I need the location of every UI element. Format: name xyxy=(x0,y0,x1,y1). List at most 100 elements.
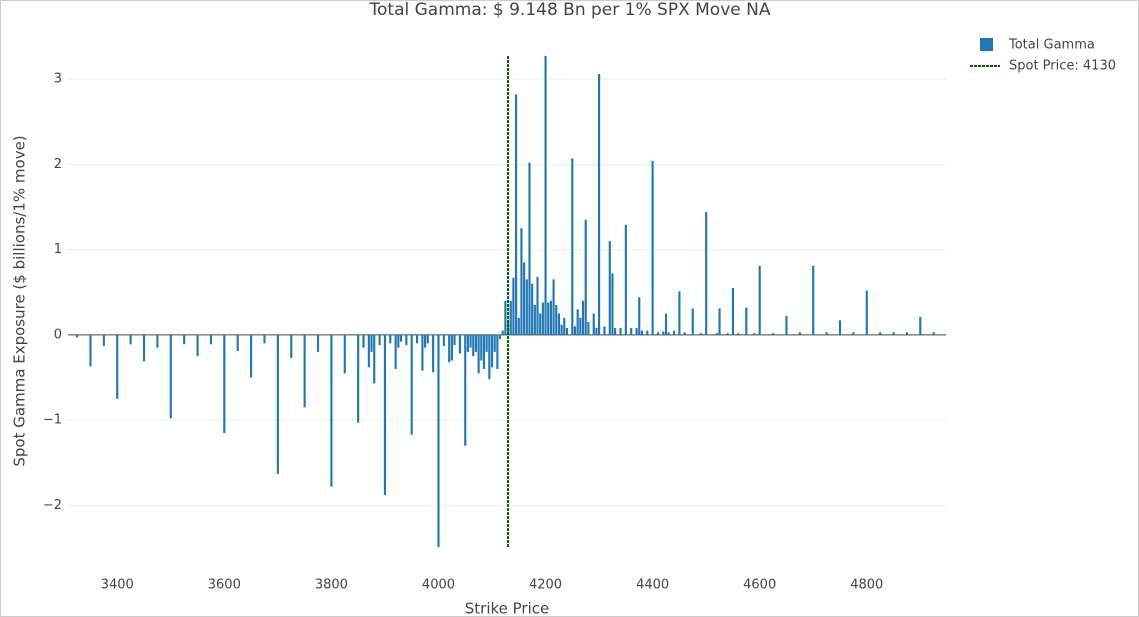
bar xyxy=(731,287,734,335)
x-tick-label: 4600 xyxy=(743,578,776,593)
x-axis-title: Strike Price xyxy=(465,600,549,617)
bar xyxy=(142,334,146,362)
bar xyxy=(389,334,392,344)
bar xyxy=(480,334,483,361)
bar xyxy=(362,334,365,348)
bar xyxy=(517,317,520,335)
bar xyxy=(667,332,670,335)
bar xyxy=(316,334,320,352)
bar xyxy=(678,291,681,335)
y-tick-label: −1 xyxy=(43,413,62,428)
bar xyxy=(565,328,569,335)
bar xyxy=(504,300,507,335)
bar xyxy=(587,322,590,335)
bar xyxy=(798,332,801,335)
bar xyxy=(485,334,488,352)
bar xyxy=(555,305,558,335)
bar xyxy=(533,305,536,335)
bar xyxy=(469,334,472,348)
bar xyxy=(523,262,526,335)
bar xyxy=(584,219,587,335)
bar xyxy=(156,334,159,348)
bar xyxy=(662,331,665,335)
bar xyxy=(592,313,595,335)
bar xyxy=(737,333,740,335)
bar xyxy=(552,279,555,335)
bar xyxy=(905,332,908,335)
x-tick-label: 3400 xyxy=(101,578,134,593)
bar xyxy=(453,334,456,346)
x-tick-label: 3600 xyxy=(208,578,241,593)
bar xyxy=(646,330,649,335)
bar xyxy=(563,317,566,335)
bar xyxy=(209,334,213,345)
legend-swatch xyxy=(980,38,993,51)
bar xyxy=(560,324,563,335)
bar xyxy=(464,334,467,446)
bar xyxy=(276,334,279,474)
bar xyxy=(549,300,552,335)
bar xyxy=(330,334,333,487)
x-tick-label: 4200 xyxy=(529,578,562,593)
bar xyxy=(102,334,105,346)
y-tick-label: 2 xyxy=(54,157,62,172)
bar xyxy=(421,334,424,371)
bar xyxy=(488,334,491,380)
bar xyxy=(490,334,494,368)
bar xyxy=(785,316,788,335)
bar xyxy=(547,302,550,335)
bar xyxy=(450,334,453,361)
bar xyxy=(373,334,376,384)
bar xyxy=(397,334,400,348)
bar xyxy=(399,334,403,342)
legend-label[interactable]: Spot Price: 4130 xyxy=(1009,59,1116,74)
bar xyxy=(745,307,748,335)
x-tick-label: 4400 xyxy=(636,578,669,593)
y-tick-label: 3 xyxy=(54,72,62,87)
bar xyxy=(432,334,435,373)
bar xyxy=(290,334,293,358)
chart-title: Total Gamma: $ 9.148 Bn per 1% SPX Move … xyxy=(369,0,771,20)
bar xyxy=(89,334,92,367)
bar xyxy=(509,300,512,335)
bar xyxy=(303,334,306,408)
bar xyxy=(638,297,641,335)
bar xyxy=(595,328,598,335)
bar xyxy=(598,73,601,335)
y-tick-label: 0 xyxy=(54,327,62,342)
bar xyxy=(383,334,387,496)
bar xyxy=(603,326,606,335)
bar xyxy=(640,330,643,335)
bar xyxy=(683,332,686,335)
bar xyxy=(571,158,574,335)
bar xyxy=(715,333,718,335)
bar xyxy=(223,334,226,433)
bar xyxy=(557,313,561,335)
bar xyxy=(515,94,518,335)
bar xyxy=(442,334,445,346)
bar xyxy=(250,334,253,378)
bar xyxy=(531,283,534,335)
x-tick-label: 4000 xyxy=(422,578,455,593)
bar xyxy=(611,273,614,335)
bar xyxy=(576,309,579,335)
bar xyxy=(630,328,633,335)
bar xyxy=(664,313,668,335)
bar xyxy=(651,160,654,335)
bar xyxy=(169,334,172,419)
bar xyxy=(539,313,542,335)
bar xyxy=(726,333,729,335)
plot-area xyxy=(76,56,935,548)
bar xyxy=(879,332,882,335)
bar xyxy=(608,241,611,335)
bar xyxy=(477,334,480,374)
x-tick-label: 4800 xyxy=(850,578,883,593)
bar xyxy=(437,334,440,548)
legend-label[interactable]: Total Gamma xyxy=(1008,38,1095,53)
bar xyxy=(116,334,119,399)
bar xyxy=(672,330,676,335)
bar xyxy=(458,334,461,354)
bar xyxy=(812,265,815,335)
